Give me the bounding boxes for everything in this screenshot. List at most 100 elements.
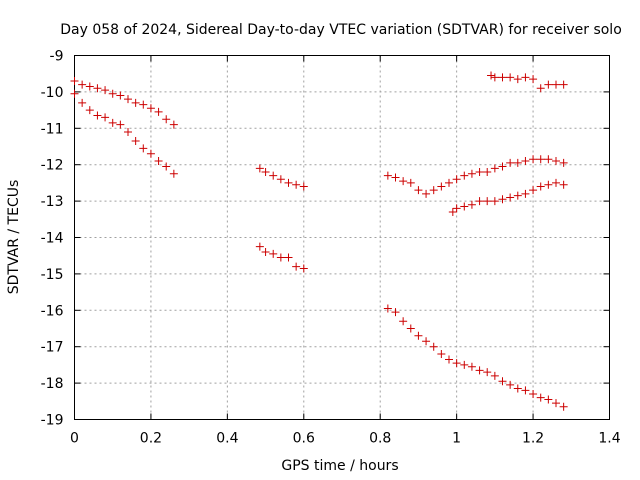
data-point xyxy=(131,137,140,146)
data-point xyxy=(475,197,484,206)
data-point xyxy=(299,182,308,191)
x-tick-label: 1 xyxy=(452,431,461,447)
data-point xyxy=(124,95,132,104)
y-tick-label: -10 xyxy=(41,85,64,101)
data-point xyxy=(559,402,568,411)
data-point xyxy=(544,395,553,404)
series-arc-4 xyxy=(255,242,308,273)
data-point xyxy=(529,75,538,84)
data-point xyxy=(498,162,507,171)
data-point xyxy=(255,242,264,251)
data-point xyxy=(284,253,293,262)
data-point xyxy=(429,342,438,351)
data-point xyxy=(101,86,110,95)
data-point xyxy=(406,178,415,187)
data-point xyxy=(513,191,522,200)
data-point xyxy=(452,175,461,184)
data-point xyxy=(116,91,125,100)
grid-lines xyxy=(74,55,610,420)
data-point xyxy=(78,98,87,107)
data-point xyxy=(483,368,492,377)
data-point xyxy=(460,202,469,211)
y-tick-label: -15 xyxy=(41,267,64,283)
data-point xyxy=(521,73,530,82)
x-tick-label: 0.6 xyxy=(293,431,315,447)
data-point xyxy=(552,80,560,89)
x-tick-label: 0.4 xyxy=(216,431,238,447)
data-point xyxy=(475,366,484,375)
data-point xyxy=(506,380,515,389)
data-point xyxy=(448,208,457,217)
data-point xyxy=(154,157,163,166)
data-point xyxy=(529,390,538,399)
data-point xyxy=(85,106,94,115)
data-point xyxy=(261,167,270,176)
data-point xyxy=(414,186,423,195)
data-point xyxy=(552,178,560,187)
x-tick-label: 1.2 xyxy=(522,431,544,447)
data-point xyxy=(559,180,568,189)
data-point xyxy=(261,248,270,257)
data-point xyxy=(506,158,515,167)
y-tick-label: -13 xyxy=(41,194,64,210)
y-tick-label: -14 xyxy=(41,231,64,247)
data-point xyxy=(299,264,308,273)
data-point xyxy=(269,171,278,180)
data-point xyxy=(422,337,431,346)
series-arc-5 xyxy=(383,155,568,198)
series-arc-6 xyxy=(448,178,568,217)
data-point xyxy=(85,82,94,91)
data-point xyxy=(139,144,148,153)
data-point xyxy=(487,71,496,80)
data-point xyxy=(513,384,522,393)
data-point xyxy=(490,73,499,82)
data-point xyxy=(521,189,530,198)
data-point xyxy=(78,80,87,89)
data-point xyxy=(131,98,140,107)
data-point xyxy=(391,308,400,317)
data-point xyxy=(437,182,446,191)
data-point xyxy=(101,113,110,122)
series-arc-7 xyxy=(487,71,568,93)
data-point xyxy=(490,197,499,206)
data-point xyxy=(467,169,476,178)
data-point xyxy=(529,186,538,195)
data-point xyxy=(162,115,171,124)
data-point xyxy=(521,157,530,166)
data-point xyxy=(513,75,522,84)
data-point xyxy=(154,107,163,116)
data-point xyxy=(445,178,453,187)
data-point xyxy=(406,324,415,333)
data-point xyxy=(536,393,545,402)
data-point xyxy=(422,189,431,198)
data-point xyxy=(536,84,545,93)
data-point xyxy=(116,120,125,129)
data-point xyxy=(146,149,155,158)
data-point xyxy=(559,80,568,89)
data-point xyxy=(139,100,148,109)
data-point xyxy=(169,120,178,129)
data-point xyxy=(255,164,264,173)
data-point xyxy=(544,155,553,164)
data-point xyxy=(284,178,293,187)
data-point xyxy=(460,171,469,180)
y-tick-label: -9 xyxy=(50,49,64,65)
data-point xyxy=(544,80,553,89)
data-point xyxy=(162,162,171,171)
x-tick-label: 1.4 xyxy=(598,431,620,447)
data-point xyxy=(529,155,538,164)
y-tick-labels: -9 -10 -11 -12 -13 -14 -15 -16 -17 -18 -19 xyxy=(41,49,64,429)
data-point xyxy=(552,399,560,408)
data-point xyxy=(93,84,102,93)
data-point xyxy=(445,355,453,364)
data-point xyxy=(506,73,515,82)
data-point xyxy=(467,200,476,209)
y-axis-label: SDTVAR / TECUs xyxy=(6,180,22,295)
data-point xyxy=(383,304,392,313)
data-point xyxy=(429,186,438,195)
series-arc-8 xyxy=(383,304,568,411)
data-point xyxy=(452,204,461,213)
y-tick-label: -18 xyxy=(41,376,64,392)
chart-title: Day 058 of 2024, Sidereal Day-to-day VTE… xyxy=(60,22,622,38)
